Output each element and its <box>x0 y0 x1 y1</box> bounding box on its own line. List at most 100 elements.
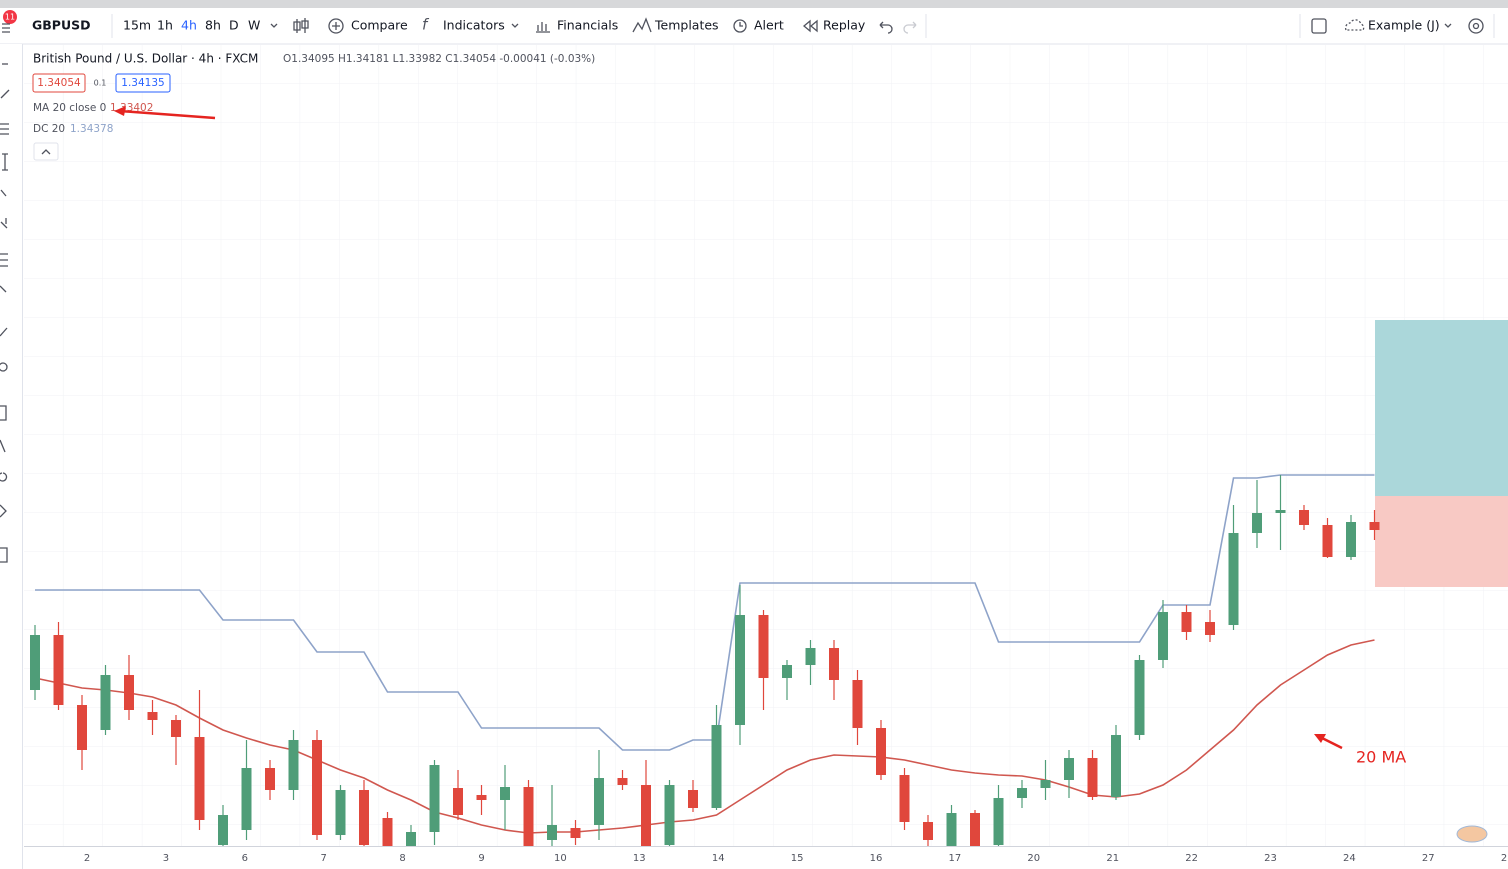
candle-body <box>970 813 980 846</box>
tool-magnet[interactable] <box>0 405 7 421</box>
time-axis: 23678910131415161720212223242728 <box>84 853 1508 864</box>
interval-active[interactable]: 4h <box>181 18 197 33</box>
left-toolbar <box>0 44 22 869</box>
ohlc-values: O1.34095 H1.34181 L1.33982 C1.34054 -0.0… <box>283 53 595 65</box>
symbol-search[interactable]: GBPUSD <box>32 18 90 33</box>
interval[interactable]: 1h <box>157 18 173 33</box>
tool-trash[interactable] <box>0 547 8 563</box>
alert-hands <box>739 22 743 27</box>
candle-body <box>993 798 1004 845</box>
x-tick-label: 24 <box>1343 853 1356 864</box>
menu-icon[interactable] <box>2 23 10 33</box>
x-tick-label: 22 <box>1185 853 1198 864</box>
x-tick-label: 9 <box>478 853 484 864</box>
interval[interactable]: 15m <box>123 18 151 33</box>
chart-grid <box>24 45 1508 846</box>
templates-button[interactable]: Templates <box>654 18 719 33</box>
logo <box>1456 825 1488 843</box>
tool-measure[interactable] <box>0 253 8 267</box>
candle-body <box>923 822 933 840</box>
loss-zone[interactable] <box>1375 496 1508 587</box>
candle-body <box>500 787 510 800</box>
tool-eye[interactable] <box>0 504 7 518</box>
candle-body <box>1134 660 1145 735</box>
candle-body <box>946 813 957 846</box>
tool-fib[interactable] <box>0 123 9 135</box>
candle-body <box>1299 510 1309 525</box>
alert-button[interactable]: Alert <box>754 18 784 33</box>
profit-zone[interactable] <box>1375 320 1508 496</box>
settings-icon[interactable] <box>1468 18 1484 34</box>
notification-badge[interactable] <box>3 10 17 24</box>
interval-caret[interactable] <box>270 23 278 28</box>
candle-body <box>382 818 393 846</box>
tool-text[interactable] <box>0 218 8 229</box>
tool-lock[interactable] <box>0 439 6 453</box>
x-tick-label: 10 <box>554 853 567 864</box>
chart-type-icon[interactable] <box>293 18 309 33</box>
layout-name[interactable]: Example (J) <box>1368 18 1440 33</box>
interval[interactable]: 8h <box>205 18 221 33</box>
buy-price[interactable]: 1.34135 <box>121 77 164 89</box>
x-tick-label: 3 <box>163 853 169 864</box>
x-tick-label: 21 <box>1106 853 1119 864</box>
tool-brush[interactable] <box>0 189 7 197</box>
candle-body <box>406 832 416 846</box>
annotation: 20 MA <box>1356 748 1406 767</box>
candle-body <box>77 705 87 750</box>
tool-icons[interactable] <box>0 285 7 293</box>
alert-icon[interactable] <box>733 19 747 33</box>
tool-pattern[interactable] <box>2 153 8 171</box>
templates-icon[interactable] <box>632 17 652 33</box>
redo-icon[interactable] <box>903 21 917 34</box>
candle-body <box>899 775 910 822</box>
candle-body <box>147 712 158 720</box>
annotation-arrowhead <box>1314 734 1326 743</box>
tool-trendline[interactable] <box>0 89 10 99</box>
financials-icon[interactable] <box>536 22 550 33</box>
candle-body <box>124 675 134 710</box>
candle-body <box>570 828 581 838</box>
x-tick-label: 6 <box>242 853 248 864</box>
candle-body <box>1322 525 1333 557</box>
cloud-icon[interactable] <box>1344 19 1365 31</box>
layout-caret[interactable] <box>1444 23 1452 28</box>
sell-price[interactable]: 1.34054 <box>37 77 81 89</box>
candle-body <box>1158 612 1168 660</box>
candle-body <box>594 778 604 825</box>
candle-body <box>1111 735 1121 797</box>
indicator-name: DC 20 <box>33 123 65 135</box>
indicator-line <box>35 474 1375 751</box>
plot-area <box>30 474 1380 846</box>
sell-box[interactable] <box>32 73 86 93</box>
window-strip <box>0 0 1508 8</box>
x-tick-label: 28 <box>1501 853 1508 864</box>
financials-button[interactable]: Financials <box>557 18 618 33</box>
fullscreen-icon[interactable] <box>1311 18 1327 34</box>
candle-body <box>829 648 839 680</box>
compare-button[interactable]: Compare <box>351 18 408 33</box>
candle-body <box>1181 612 1192 632</box>
interval[interactable]: W <box>248 18 260 33</box>
candle-body <box>288 740 299 790</box>
replay-icon[interactable] <box>802 19 818 33</box>
candle-body <box>1252 513 1262 533</box>
tool-zoom[interactable] <box>0 362 8 372</box>
candle-body <box>688 790 698 808</box>
candle-body <box>476 795 487 800</box>
x-tick-label: 14 <box>712 853 725 864</box>
compare-plus <box>332 22 340 30</box>
interval[interactable]: D <box>229 18 239 33</box>
legend-collapse[interactable] <box>33 142 59 161</box>
indicators-button[interactable]: Indicators <box>443 18 505 33</box>
indicators-caret[interactable] <box>511 23 519 28</box>
undo-icon[interactable] <box>879 21 893 34</box>
replay-button[interactable]: Replay <box>823 18 866 33</box>
indicators-icon[interactable]: f <box>422 16 430 34</box>
compare-icon[interactable] <box>328 18 344 34</box>
buy-box[interactable] <box>115 73 171 93</box>
indicator-value: 1.34378 <box>70 123 113 135</box>
candle-body <box>335 790 346 835</box>
tool-hide[interactable] <box>0 472 8 482</box>
tool-ruler[interactable] <box>0 327 8 337</box>
